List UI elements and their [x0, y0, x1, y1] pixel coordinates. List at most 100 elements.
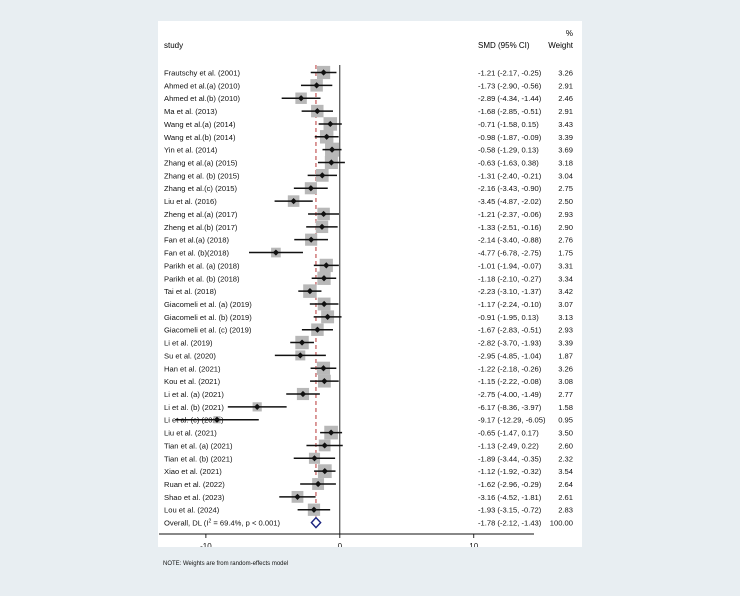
- study-weight: 3.13: [558, 313, 573, 322]
- study-label: Zhang et al.(c) (2015): [164, 184, 237, 193]
- study-weight: 2.61: [558, 493, 573, 502]
- study-label: Han et al. (2021): [164, 364, 221, 373]
- study-weight: 0.95: [558, 416, 573, 425]
- study-weight: 2.91: [558, 107, 573, 116]
- study-weight: 2.90: [558, 223, 573, 232]
- study-weight: 2.91: [558, 81, 573, 90]
- study-ci-text: -1.68 (-2.85, -0.51): [478, 107, 542, 116]
- study-label: Giacomeli et al. (c) (2019): [164, 326, 252, 335]
- study-weight: 3.31: [558, 261, 573, 270]
- study-ci-text: -0.65 (-1.47, 0.17): [478, 429, 539, 438]
- study-ci-text: -1.12 (-1.92, -0.32): [478, 467, 542, 476]
- study-label: Liu et al. (2021): [164, 429, 217, 438]
- study-weight: 3.42: [558, 287, 573, 296]
- study-weight: 3.07: [558, 300, 573, 309]
- study-weight: 3.54: [558, 467, 573, 476]
- point-estimate: [299, 390, 307, 398]
- study-ci-text: -2.16 (-3.43, -0.90): [478, 184, 542, 193]
- study-label: Wang et al.(a) (2014): [164, 120, 236, 129]
- study-ci-text: -2.82 (-3.70, -1.93): [478, 339, 542, 348]
- study-weight: 3.43: [558, 120, 573, 129]
- study-ci-text: -1.62 (-2.96, -0.29): [478, 480, 542, 489]
- study-label: Ruan et al. (2022): [164, 480, 225, 489]
- study-ci-text: -0.58 (-1.29, 0.13): [478, 146, 539, 155]
- study-label: Yin et al. (2014): [164, 146, 218, 155]
- study-weight: 2.50: [558, 197, 573, 206]
- point-estimate: [320, 275, 328, 282]
- study-ci-text: -2.89 (-4.34, -1.44): [478, 94, 542, 103]
- study-weight: 3.04: [558, 171, 573, 180]
- study-ci-text: -1.31 (-2.40, -0.21): [478, 171, 542, 180]
- study-label: Tian et al. (b) (2021): [164, 454, 233, 463]
- study-weight: 1.75: [558, 249, 573, 258]
- study-weight: 3.08: [558, 377, 573, 386]
- x-axis: -10 0 10: [159, 533, 534, 551]
- study-label: Zheng et al.(b) (2017): [164, 223, 238, 232]
- study-ci-text: -2.95 (-4.85, -1.04): [478, 351, 542, 360]
- x-tick-label: 10: [469, 542, 478, 547]
- overall-label: Overall, DL (I2 = 69.4%, p < 0.001): [164, 519, 281, 528]
- study-ci-text: -1.73 (-2.90, -0.56): [478, 81, 542, 90]
- study-label: Fan et al.(a) (2018): [164, 236, 229, 245]
- study-weight: 1.58: [558, 403, 573, 412]
- study-weight: 2.93: [558, 210, 573, 219]
- study-label: Tai et al. (2018): [164, 287, 217, 296]
- study-weight: 3.50: [558, 429, 573, 438]
- point-estimate: [327, 429, 335, 436]
- study-ci-text: -1.89 (-3.44, -0.35): [478, 454, 542, 463]
- study-weight: 3.26: [558, 69, 573, 78]
- x-tick-label: -10: [200, 542, 212, 547]
- study-ci-text: -1.67 (-2.83, -0.51): [478, 326, 542, 335]
- study-ci-text: -3.45 (-4.87, -2.02): [478, 197, 542, 206]
- study-weight: 2.93: [558, 326, 573, 335]
- point-estimate: [307, 185, 314, 192]
- study-label: Zhang et al. (b) (2015): [164, 171, 240, 180]
- study-ci-text: -0.98 (-1.87, -0.09): [478, 133, 542, 142]
- study-label: Li et al. (2019): [164, 339, 213, 348]
- study-ci-text: -0.71 (-1.58, 0.15): [478, 120, 539, 129]
- study-weight: 3.39: [558, 339, 573, 348]
- point-estimate: [297, 95, 305, 102]
- point-estimate: [321, 468, 328, 475]
- point-estimate: [328, 146, 336, 153]
- study-label: Zhang et al.(a) (2015): [164, 159, 238, 168]
- study-label: Lou et al. (2024): [164, 506, 220, 515]
- study-weight: 2.32: [558, 454, 573, 463]
- study-weight: 2.75: [558, 184, 573, 193]
- study-ci-text: -1.13 (-2.49, 0.22): [478, 441, 539, 450]
- study-weight: 2.77: [558, 390, 573, 399]
- overall-ci-text: -1.78 (-2.12, -1.43): [478, 519, 542, 528]
- point-estimate: [314, 326, 321, 333]
- study-ci-text: -1.21 (-2.37, -0.06): [478, 210, 542, 219]
- study-weight: 3.34: [558, 274, 573, 283]
- study-weight: 2.46: [558, 94, 573, 103]
- point-estimate: [321, 378, 328, 385]
- study-weight: 3.39: [558, 133, 573, 142]
- study-label: Giacomeli et al. (b) (2019): [164, 313, 252, 322]
- study-label: Liu et al. (2016): [164, 197, 217, 206]
- study-ci-text: -1.17 (-2.24, -0.10): [478, 300, 542, 309]
- study-ci-text: -1.15 (-2.22, -0.08): [478, 377, 542, 386]
- study-ci-text: -1.33 (-2.51, -0.16): [478, 223, 542, 232]
- x-tick-label: 0: [338, 542, 343, 547]
- study-label: Tian et al. (a) (2021): [164, 441, 233, 450]
- study-weight: 2.83: [558, 506, 573, 515]
- study-ci-text: -1.21 (-2.17, -0.25): [478, 69, 542, 78]
- point-estimate: [306, 288, 314, 295]
- study-label: Frautschy et al. (2001): [164, 69, 240, 78]
- point-estimate: [324, 313, 331, 320]
- study-label: Zheng et al.(a) (2017): [164, 210, 238, 219]
- overall-diamond: [310, 516, 322, 529]
- point-estimate: [254, 403, 261, 410]
- study-label: Parikh et al. (a) (2018): [164, 261, 240, 270]
- header-study: study: [164, 41, 183, 50]
- study-ci-text: -2.14 (-3.40, -0.88): [478, 236, 542, 245]
- study-label: Parikh et al. (b) (2018): [164, 274, 240, 283]
- header-effect: SMD (95% CI): [478, 41, 530, 50]
- study-ci-text: -2.75 (-4.00, -1.49): [478, 390, 542, 399]
- study-weight: 3.18: [558, 159, 573, 168]
- study-label: Giacomeli et al. (a) (2019): [164, 300, 252, 309]
- study-label: Shao et al. (2023): [164, 493, 225, 502]
- point-estimate: [298, 339, 306, 346]
- study-weight: 2.64: [558, 480, 573, 489]
